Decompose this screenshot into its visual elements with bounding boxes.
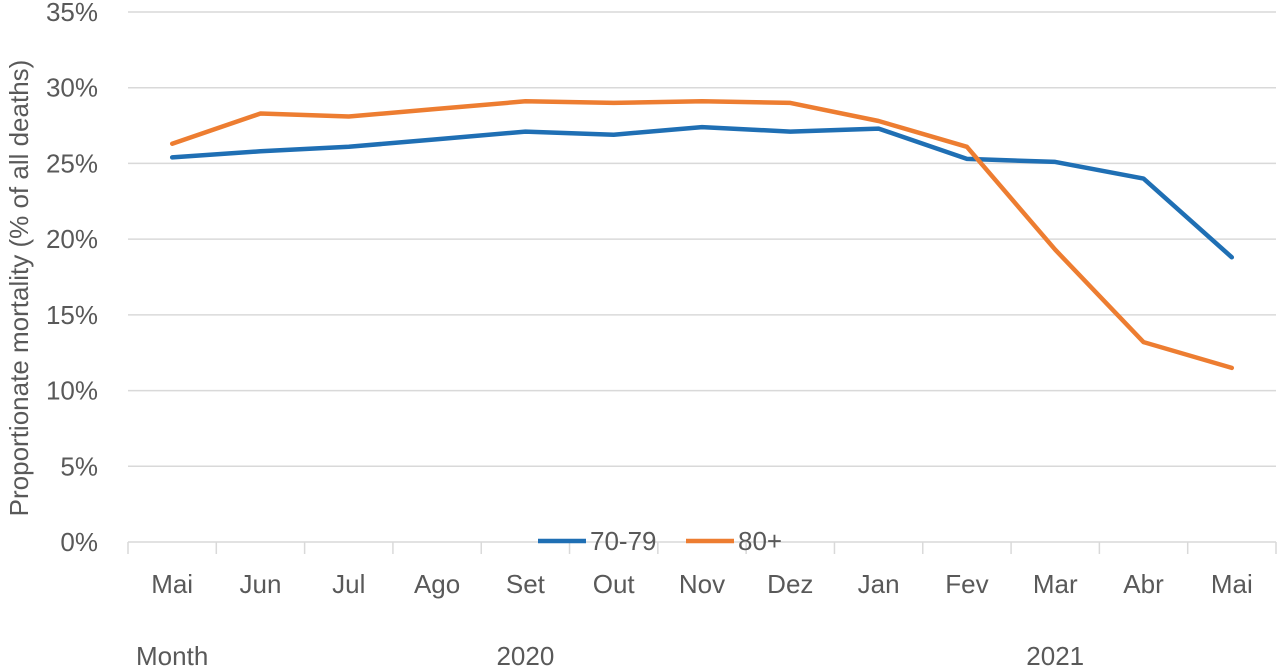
x-group-label: Month	[136, 641, 208, 671]
legend-label: 70-79	[590, 526, 657, 556]
x-category-label: Nov	[679, 569, 725, 599]
x-category-label: Jul	[332, 569, 365, 599]
y-axis-ticks: 0% 5% 10% 15% 20% 25% 30% 35%	[46, 0, 98, 557]
x-axis: Mai Jun Jul Ago Set Out Nov Dez Jan Fev Mar Abr Mai M…	[127, 541, 1277, 671]
legend-label: 80+	[738, 526, 782, 556]
x-category-label: Abr	[1123, 569, 1164, 599]
series-line-70-79	[169, 124, 1235, 260]
x-group-label: 2021	[1026, 641, 1084, 671]
x-category-label: Mai	[151, 569, 193, 599]
x-category-label: Dez	[767, 569, 813, 599]
x-category-label: Jun	[240, 569, 282, 599]
series-lines	[169, 99, 1235, 371]
x-category-label: Mar	[1033, 569, 1078, 599]
gridlines	[128, 11, 1276, 468]
y-tick-label: 5%	[60, 451, 98, 481]
series-line-80plus	[169, 99, 1235, 371]
y-tick-label: 15%	[46, 300, 98, 330]
x-category-label: Jan	[858, 569, 900, 599]
y-tick-label: 10%	[46, 376, 98, 406]
x-category-label: Mai	[1211, 569, 1253, 599]
y-tick-label: 20%	[46, 224, 98, 254]
x-category-label: Out	[593, 569, 636, 599]
x-category-label: Ago	[414, 569, 460, 599]
y-tick-label: 25%	[46, 148, 98, 178]
legend: 70-79 80+	[538, 526, 782, 556]
x-category-label: Fev	[945, 569, 988, 599]
y-tick-label: 0%	[60, 527, 98, 557]
x-group-label: 2020	[496, 641, 554, 671]
y-tick-label: 30%	[46, 73, 98, 103]
y-tick-label: 35%	[46, 0, 98, 27]
x-category-label: Set	[506, 569, 546, 599]
y-axis-title: Proportionate mortality (% of all deaths…	[4, 60, 34, 517]
